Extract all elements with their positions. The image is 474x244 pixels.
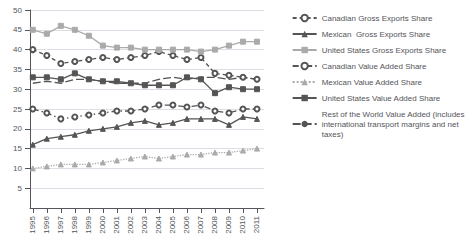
- svg-text:2002: 2002: [126, 215, 135, 233]
- svg-text:45: 45: [13, 25, 22, 34]
- svg-text:2008: 2008: [210, 215, 219, 233]
- svg-text:2010: 2010: [238, 215, 247, 233]
- svg-text:1996: 1996: [42, 215, 51, 233]
- svg-text:2007: 2007: [196, 215, 205, 233]
- svg-text:2000: 2000: [98, 215, 107, 233]
- svg-text:30: 30: [13, 85, 22, 94]
- svg-text:2011: 2011: [252, 215, 261, 233]
- svg-text:5: 5: [18, 184, 23, 193]
- svg-text:Mexican Gross Exports Share: Mexican Gross Exports Share: [322, 30, 431, 39]
- svg-text:2005: 2005: [168, 215, 177, 233]
- svg-text:2001: 2001: [112, 215, 121, 233]
- svg-text:1997: 1997: [56, 215, 65, 233]
- svg-text:Canadian Value Added Share: Canadian Value Added Share: [322, 62, 427, 71]
- svg-text:35: 35: [13, 65, 22, 74]
- svg-text:2009: 2009: [224, 215, 233, 233]
- svg-text:1995: 1995: [28, 215, 37, 233]
- svg-text:1999: 1999: [84, 215, 93, 233]
- svg-text:Mexican Value Added Share: Mexican Value Added Share: [322, 78, 423, 87]
- svg-text:2004: 2004: [154, 215, 163, 233]
- svg-text:2003: 2003: [140, 215, 149, 233]
- svg-text:20: 20: [13, 124, 22, 133]
- svg-text:40: 40: [13, 45, 22, 54]
- svg-text:United States Value Added Shar: United States Value Added Share: [322, 94, 441, 103]
- svg-text:United States Gross Exports Sh: United States Gross Exports Share: [322, 46, 447, 55]
- svg-text:Canadian Gross Exports Share: Canadian Gross Exports Share: [322, 14, 433, 23]
- svg-text:50: 50: [13, 6, 22, 15]
- svg-text:1998: 1998: [70, 215, 79, 233]
- svg-text:2006: 2006: [182, 215, 191, 233]
- svg-text:15: 15: [13, 144, 22, 153]
- svg-text:10: 10: [13, 164, 22, 173]
- svg-text:Rest of the World Value Added: Rest of the World Value Added (includes: [322, 110, 465, 119]
- svg-text:taxes): taxes): [322, 130, 344, 139]
- svg-text:international transport margin: international transport margins and net: [322, 120, 460, 129]
- svg-text:25: 25: [13, 105, 22, 114]
